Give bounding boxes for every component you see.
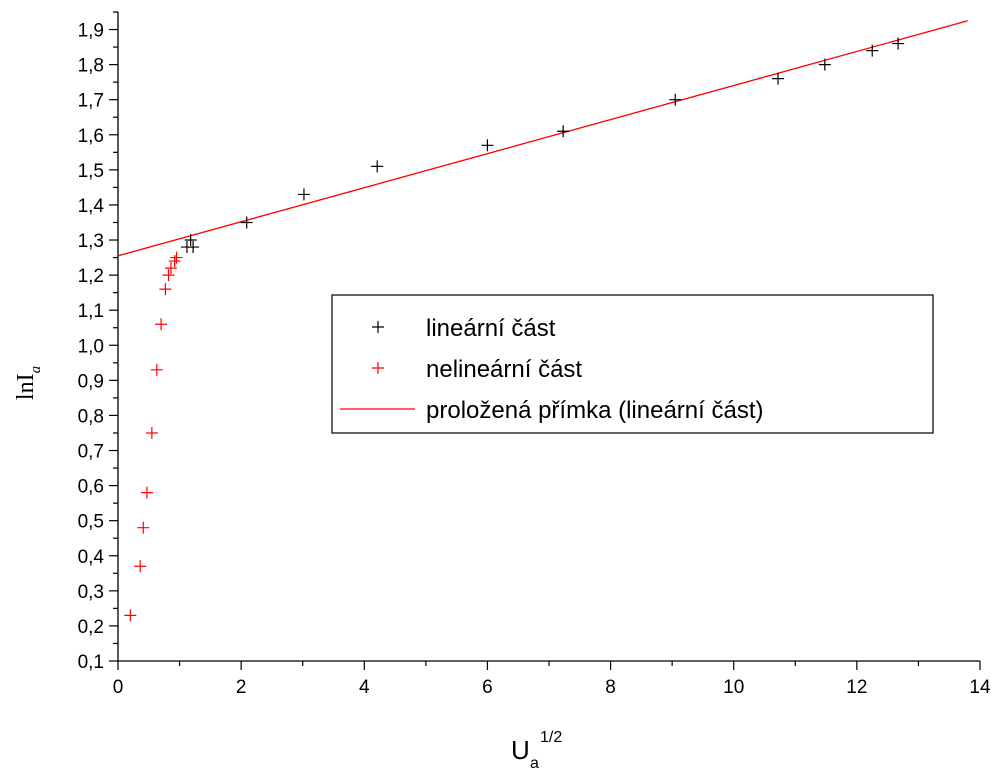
- point-linear: [669, 93, 682, 106]
- y-tick-label: 1,9: [78, 21, 104, 42]
- point-nonlinear: [140, 486, 153, 499]
- point-linear: [240, 216, 253, 229]
- y-tick-label: 1,2: [78, 266, 104, 287]
- legend-symbol-linear: [372, 321, 384, 333]
- svg-text:lnIa: lnIa: [13, 366, 44, 400]
- point-linear: [866, 44, 879, 57]
- point-nonlinear: [124, 609, 137, 622]
- y-tick-label: 0,6: [78, 477, 104, 498]
- point-linear: [371, 160, 384, 173]
- plot-area: [117, 20, 968, 622]
- legend-symbol-nonlinear: [372, 362, 384, 374]
- legend-label-linear: lineární část: [426, 315, 556, 342]
- y-tick-label: 1,1: [78, 301, 104, 322]
- point-nonlinear: [150, 363, 163, 376]
- point-nonlinear: [137, 521, 150, 534]
- legend-box: [331, 294, 934, 434]
- point-linear: [184, 234, 197, 247]
- y-tick-label: 0,9: [78, 371, 104, 392]
- point-nonlinear: [170, 251, 183, 264]
- x-tick-label: 2: [236, 677, 247, 698]
- x-tick-label: 4: [359, 677, 370, 698]
- y-axis-ticks: 0,1 0,2 0,3 0,4 0,5 0,6 0,7 0,8 0,9 1,0 1,1 1,2 1,3 1…: [78, 11, 118, 673]
- y-tick-label: 1,3: [78, 231, 104, 252]
- y-tick-label: 0,8: [78, 406, 104, 427]
- y-tick-label: 1,7: [78, 91, 104, 112]
- point-linear: [557, 125, 570, 138]
- y-tick-label: 0,1: [78, 652, 104, 673]
- x-tick-label: 8: [605, 677, 616, 698]
- y-tick-label: 1,0: [78, 336, 104, 357]
- point-linear: [892, 37, 905, 50]
- y-tick-label: 1,5: [78, 161, 104, 182]
- y-tick-label: 0,2: [78, 617, 104, 638]
- y-tick-label: 0,4: [78, 547, 105, 568]
- point-linear: [297, 188, 310, 201]
- x-axis-ticks: 0 2 4 6 8 10 12 14: [113, 661, 991, 698]
- point-nonlinear: [159, 283, 172, 296]
- x-axis-label-sup: 1/2: [540, 729, 562, 746]
- y-tick-label: 0,3: [78, 582, 104, 603]
- y-tick-label: 0,7: [78, 442, 104, 463]
- fit-line: [117, 20, 968, 257]
- point-nonlinear: [134, 560, 147, 573]
- x-axis-label-main: U: [511, 735, 530, 765]
- x-tick-label: 10: [723, 677, 744, 698]
- point-linear: [187, 241, 200, 254]
- x-axis-label-sub: a: [530, 755, 539, 772]
- point-nonlinear: [162, 269, 175, 282]
- x-tick-label: 6: [482, 677, 493, 698]
- y-axis-label-sub: a: [28, 366, 44, 374]
- y-tick-label: 0,5: [78, 512, 104, 533]
- y-tick-label: 1,4: [78, 196, 105, 217]
- legend: lineární část nelineární část proložená …: [331, 294, 934, 434]
- legend-symbols: [340, 321, 415, 410]
- point-nonlinear: [155, 318, 168, 331]
- x-tick-label: 0: [113, 677, 124, 698]
- point-linear: [772, 72, 785, 85]
- y-tick-label: 1,6: [78, 126, 104, 147]
- legend-label-fit: proložená přímka (lineární část): [426, 397, 763, 424]
- y-axis-label: lnIa: [13, 366, 44, 400]
- x-tick-label: 12: [846, 677, 867, 698]
- point-linear: [818, 58, 831, 71]
- point-nonlinear: [164, 262, 177, 275]
- point-nonlinear: [145, 426, 158, 439]
- point-linear: [481, 139, 494, 152]
- y-axis-label-main: lnI: [13, 373, 39, 400]
- y-tick-label: 1,8: [78, 56, 104, 77]
- x-axis-label: U a 1/2: [511, 729, 562, 772]
- x-tick-label: 14: [969, 677, 991, 698]
- legend-label-nonlinear: nelineární část: [426, 356, 582, 383]
